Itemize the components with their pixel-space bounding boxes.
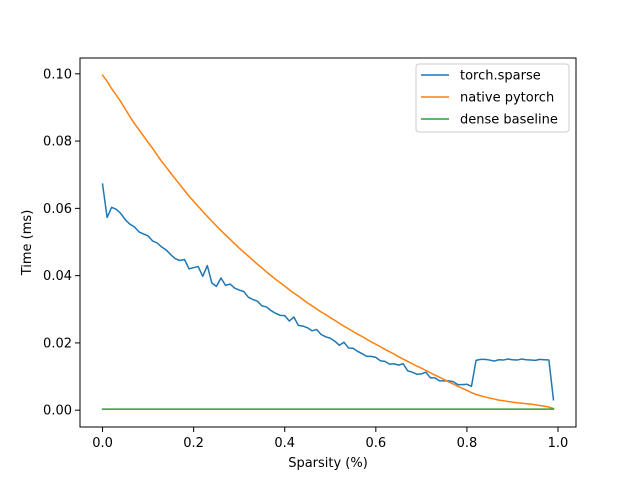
series-line-torch-sparse xyxy=(101,183,555,401)
y-tick-label: 0.10 xyxy=(43,67,72,82)
series-layer xyxy=(101,74,555,410)
y-tick-label: 0.04 xyxy=(43,269,72,284)
x-tick-label: 0.8 xyxy=(457,436,478,451)
x-tick-label: 0.2 xyxy=(183,436,204,451)
y-tick-label: 0.08 xyxy=(43,135,72,150)
y-tick-label: 0.06 xyxy=(43,202,72,217)
y-tick-label: 0.02 xyxy=(43,336,72,351)
y-axis-label: Time (ms) xyxy=(20,210,35,277)
x-tick-label: 0.0 xyxy=(92,436,113,451)
plot-frame xyxy=(79,57,577,428)
x-axis-label: Sparsity (%) xyxy=(288,456,368,471)
x-tick-label: 1.0 xyxy=(548,436,569,451)
legend-label-native-pytorch: native pytorch xyxy=(460,91,554,106)
legend-frame xyxy=(415,63,570,133)
legend-label-dense-baseline: dense baseline xyxy=(460,113,558,128)
x-axis: 0.0 0.2 0.4 0.6 0.8 1.0 xyxy=(92,427,568,451)
legend: torch.sparse native pytorch dense baseline xyxy=(415,63,570,133)
x-tick-label: 0.6 xyxy=(365,436,386,451)
legend-label-torch-sparse: torch.sparse xyxy=(460,69,541,84)
y-axis: 0.00 0.02 0.04 0.06 0.08 0.10 xyxy=(43,67,80,419)
x-tick-label: 0.4 xyxy=(274,436,295,451)
series-line-native-pytorch xyxy=(101,74,555,410)
y-tick-label: 0.00 xyxy=(43,404,72,419)
